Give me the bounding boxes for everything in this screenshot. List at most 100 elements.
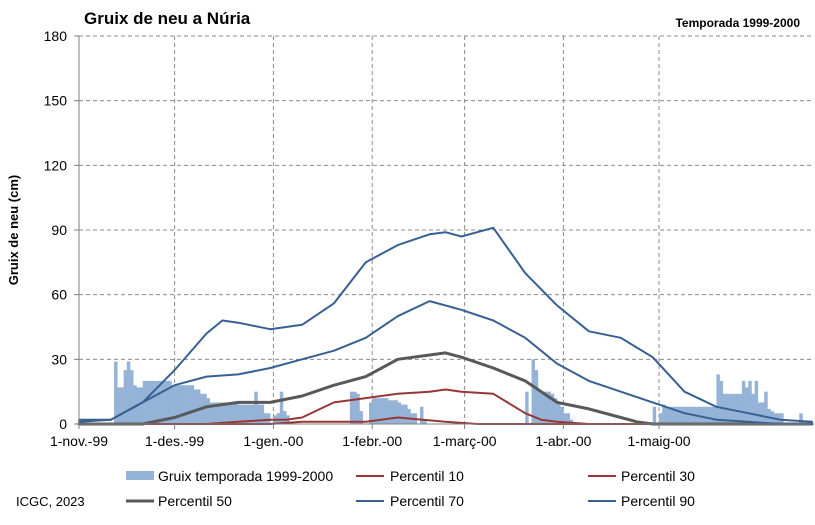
y-tick-label: 60 bbox=[51, 287, 67, 303]
snow-depth-bar bbox=[263, 413, 268, 424]
snow-depth-bar bbox=[171, 385, 175, 424]
legend-item-p50: Percentil 50 bbox=[126, 493, 232, 509]
legend-item-p30: Percentil 30 bbox=[588, 468, 695, 484]
snow-depth-bar bbox=[713, 406, 717, 424]
snow-depth-bar bbox=[161, 380, 166, 424]
snow-depth-bar bbox=[369, 402, 373, 424]
snow-depth-bar bbox=[225, 402, 230, 424]
y-tick-label: 150 bbox=[44, 93, 68, 109]
snow-depth-bar bbox=[757, 402, 762, 424]
snow-depth-bar bbox=[710, 406, 714, 424]
snow-depth-bar bbox=[165, 380, 169, 424]
legend: Gruix temporada 1999-2000 Percentil 10 P… bbox=[126, 468, 695, 509]
snow-depth-bar bbox=[665, 406, 669, 424]
snow-depth-bar bbox=[394, 400, 398, 424]
snow-depth-bar bbox=[254, 391, 258, 424]
snow-depth-bar bbox=[671, 406, 676, 424]
snow-depth-bar bbox=[257, 404, 261, 424]
snow-depth-bar bbox=[149, 380, 153, 424]
snow-depth-bar bbox=[196, 389, 201, 424]
x-tick-label: 1-des.-99 bbox=[145, 433, 204, 449]
snow-depth-bar bbox=[203, 393, 207, 424]
snow-depth-bar bbox=[799, 413, 803, 424]
legend-label-p50: Percentil 50 bbox=[158, 493, 232, 509]
snow-depth-bar bbox=[206, 398, 210, 424]
snow-depth-bar bbox=[282, 411, 287, 424]
snow-depth-bar bbox=[375, 398, 379, 424]
x-tick-label: 1-maig-00 bbox=[628, 433, 691, 449]
snow-depth-bar bbox=[145, 380, 150, 424]
snow-depth-bar bbox=[117, 387, 121, 424]
y-tick-label: 30 bbox=[51, 351, 67, 367]
snow-depth-bar bbox=[557, 402, 561, 424]
snow-depth-bar bbox=[541, 391, 545, 424]
snow-depth-bar bbox=[706, 406, 711, 424]
snow-depth-bar bbox=[719, 380, 724, 424]
legend-item-p90: Percentil 90 bbox=[588, 493, 695, 509]
snow-depth-bar bbox=[219, 402, 223, 424]
snow-depth-bar bbox=[238, 404, 242, 424]
snow-depth-bar bbox=[716, 374, 720, 424]
percentile-line-3 bbox=[78, 300, 813, 425]
snow-depth-bar bbox=[353, 391, 357, 424]
snow-depth-bar bbox=[407, 408, 411, 424]
snow-depth-bar bbox=[566, 413, 571, 424]
snow-depth-bar bbox=[391, 400, 395, 424]
snow-depth-bar bbox=[732, 393, 736, 424]
snow-depth-bar bbox=[397, 402, 402, 424]
snow-depth-bar bbox=[139, 387, 144, 424]
legend-label-p90: Percentil 90 bbox=[621, 493, 695, 509]
y-axis-label: Gruix de neu (cm) bbox=[6, 175, 21, 286]
snow-depth-bar bbox=[780, 413, 784, 424]
snow-depth-bar bbox=[738, 393, 743, 424]
snow-depth-bar bbox=[735, 393, 739, 424]
chart-title: Gruix de neu a Núria bbox=[84, 9, 251, 28]
grid-lines bbox=[79, 35, 812, 424]
snow-depth-bar bbox=[180, 385, 185, 424]
snow-depth-bar bbox=[190, 385, 195, 424]
x-tick-label: 1-març-00 bbox=[433, 433, 497, 449]
snow-depth-bar bbox=[525, 391, 529, 424]
snow-depth-bar bbox=[231, 402, 236, 424]
snow-depth-bar bbox=[404, 404, 408, 424]
percentile-line-4 bbox=[78, 226, 813, 423]
snow-depth-bar bbox=[761, 402, 765, 424]
snow-depth-bar bbox=[356, 393, 360, 424]
snow-depth-bar bbox=[659, 413, 663, 424]
snow-depth-bar bbox=[420, 406, 424, 424]
snow-depth-bar bbox=[114, 361, 118, 424]
snow-depth-bar bbox=[235, 402, 239, 424]
legend-item-p70: Percentil 70 bbox=[356, 493, 464, 509]
snow-depth-bar bbox=[279, 391, 284, 424]
snow-depth-bar bbox=[544, 391, 548, 424]
legend-swatch-bars bbox=[126, 471, 154, 480]
y-tick-label: 0 bbox=[59, 416, 67, 432]
snow-depth-bar bbox=[748, 380, 752, 424]
x-tick-label: 1-nov.-99 bbox=[50, 433, 108, 449]
snow-depth-bar bbox=[120, 387, 124, 424]
snow-depth-bar bbox=[123, 370, 128, 424]
legend-item-p10: Percentil 10 bbox=[356, 468, 464, 484]
y-tick-label: 120 bbox=[44, 157, 68, 173]
snow-depth-bar bbox=[662, 404, 666, 424]
snow-depth-bar bbox=[674, 406, 679, 424]
snow-depth-bar bbox=[400, 404, 405, 424]
legend-label-p10: Percentil 10 bbox=[390, 468, 464, 484]
snow-depth-bar bbox=[751, 393, 755, 424]
snow-depth-bar bbox=[247, 404, 252, 424]
percentile-line-2 bbox=[77, 351, 814, 426]
snow-depth-bar bbox=[241, 404, 246, 424]
snow-depth-bar bbox=[668, 406, 673, 424]
legend-item-bars: Gruix temporada 1999-2000 bbox=[126, 468, 333, 484]
snow-depth-bar bbox=[372, 398, 376, 424]
snow-depth-bar bbox=[681, 406, 685, 424]
snow-depth-bar bbox=[158, 380, 163, 424]
snow-depth-bar bbox=[155, 380, 159, 424]
snow-depth-bar bbox=[553, 398, 558, 424]
snow-depth-bar bbox=[244, 404, 249, 424]
snow-depth-bar bbox=[260, 404, 265, 424]
snow-depth-bar bbox=[531, 359, 536, 424]
snow-depth-bar bbox=[560, 406, 564, 424]
snow-depth-bar bbox=[126, 361, 131, 424]
